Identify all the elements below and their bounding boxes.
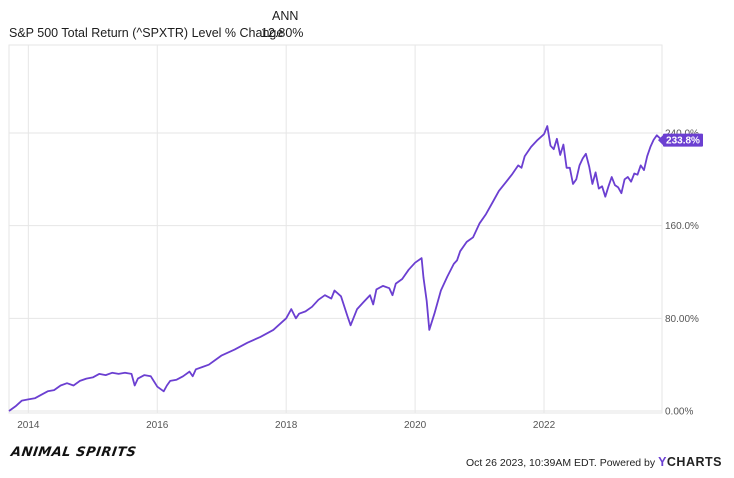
plot-frame <box>8 44 663 414</box>
last-value-badge: 233.8% <box>658 133 703 147</box>
legend-series-name[interactable]: S&P 500 Total Return (^SPXTR) Level % Ch… <box>9 26 284 40</box>
y-gridlines <box>9 132 662 412</box>
last-value-label: 233.8% <box>666 136 700 147</box>
x-tick-label: 2016 <box>146 420 169 431</box>
legend-series-value: 12.80% <box>261 26 304 40</box>
series-line[interactable] <box>8 125 663 412</box>
animal-spirits-logo: ANIMAL SPIRITS <box>9 445 138 460</box>
footer-attribution: Oct 26 2023, 10:39AM EDT. Powered by YCH… <box>466 455 722 469</box>
ycharts-logo-mark: Y <box>658 455 667 469</box>
last-value-badge-box <box>663 133 703 147</box>
x-tick-label: 2014 <box>17 420 40 431</box>
y-axis: 0.00%80.00%160.0%240.0% <box>665 129 699 418</box>
x-gridlines <box>27 45 545 413</box>
x-tick-label: 2020 <box>404 420 427 431</box>
y-tick-label: 80.00% <box>665 314 699 325</box>
x-tick-label: 2022 <box>533 420 556 431</box>
ycharts-logo-text: CHARTS <box>666 455 722 469</box>
last-value-badge-pointer <box>658 135 663 146</box>
y-tick-label: 0.00% <box>665 407 693 418</box>
legend-column-header: ANN <box>272 9 299 23</box>
ycharts-logo[interactable]: YCHARTS <box>658 455 722 469</box>
x-tick-label: 2018 <box>275 420 298 431</box>
x-axis: 2014 2016 2018 2020 2022 <box>17 420 555 431</box>
footer-powered-by: Powered by <box>599 457 656 469</box>
footer-timestamp: Oct 26 2023, 10:39AM EDT. <box>466 457 597 469</box>
y-tick-label: 160.0% <box>665 221 699 232</box>
